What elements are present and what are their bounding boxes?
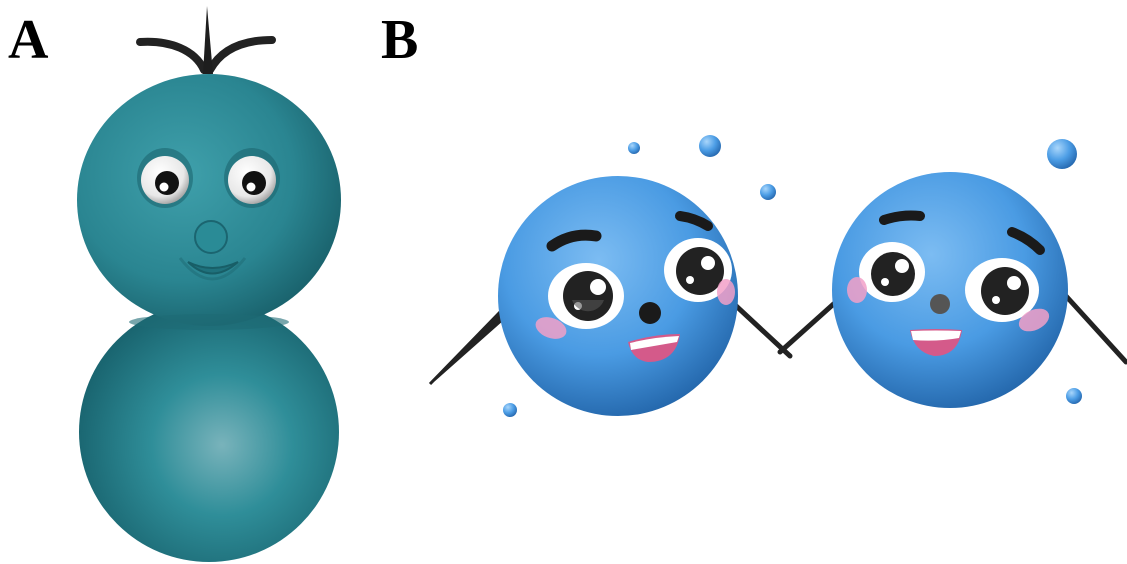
droplet [760, 184, 776, 200]
left-eye [137, 148, 193, 208]
panel-b-label: B [381, 9, 419, 71]
snowman-figure [77, 6, 341, 562]
right-character-right-arm [1063, 293, 1127, 365]
droplet [503, 403, 517, 417]
mouth [187, 261, 239, 275]
blue-characters-scene [428, 135, 1127, 417]
right-eyebrow [1007, 227, 1045, 255]
left-eyebrow [879, 210, 925, 225]
antenna-left [136, 37, 208, 74]
snowman-lower-body [79, 302, 339, 562]
snowman-head [77, 74, 341, 326]
right-eyebrow [675, 211, 713, 231]
panel-a-label: A [8, 9, 49, 71]
droplet [1047, 139, 1077, 169]
droplet [699, 135, 721, 157]
left-eyebrow [546, 229, 602, 252]
droplet [628, 142, 640, 154]
right-eye [224, 148, 280, 208]
right-ball-character [832, 172, 1068, 408]
nose [194, 220, 228, 254]
left-character-right-arm [731, 301, 793, 359]
neck-seam [129, 314, 289, 330]
left-ball-character [498, 176, 738, 416]
right-character-left-arm [777, 297, 841, 355]
droplet [1066, 388, 1082, 404]
antenna-spike [203, 6, 213, 74]
antenna-right [206, 36, 276, 74]
left-character-left-arm [428, 309, 506, 386]
